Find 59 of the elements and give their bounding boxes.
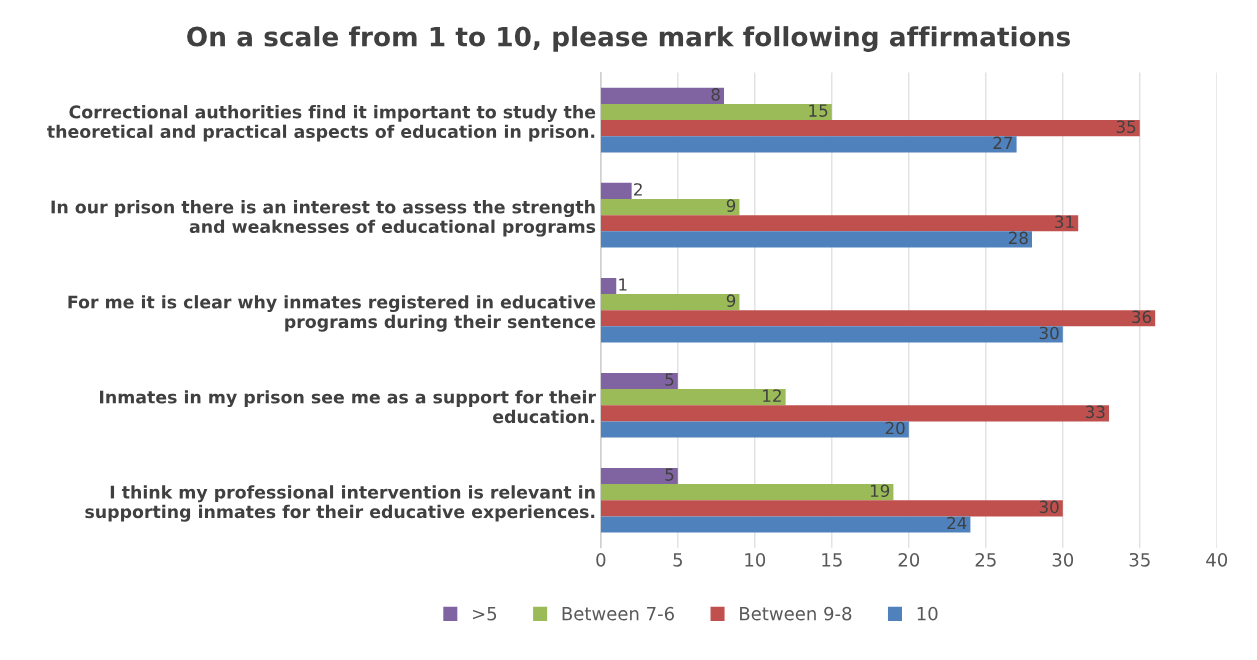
legend-label: >5 xyxy=(472,607,497,621)
bar xyxy=(600,231,1032,248)
bar xyxy=(600,326,1063,343)
x-tick-label: 25 xyxy=(975,552,996,567)
data-label: 31 xyxy=(1055,215,1074,229)
data-label: 9 xyxy=(726,199,736,212)
bar xyxy=(600,277,617,295)
data-label: 5 xyxy=(665,373,674,386)
y-tick-label: For me it is clear why inmates registered in educative programs during their sentence xyxy=(68,295,596,332)
legend-label: 10 xyxy=(917,606,938,621)
data-label: 19 xyxy=(870,484,890,498)
y-tick-label: In our prison there is an interest to assess the strength and weaknesses of educational programs xyxy=(51,200,596,237)
x-tick-label: 40 xyxy=(1206,552,1228,567)
bar xyxy=(600,182,632,199)
data-label: 28 xyxy=(1008,231,1028,245)
data-label: 30 xyxy=(1039,500,1059,514)
data-label: 33 xyxy=(1085,405,1105,419)
bar xyxy=(600,120,1140,137)
y-tick-label: Correctional authorities find it important to study the theoretical and practical aspects of education in prison. xyxy=(47,105,596,142)
data-label: 35 xyxy=(1116,120,1136,134)
bar xyxy=(600,199,740,216)
bar xyxy=(600,421,909,438)
bar xyxy=(600,500,1063,517)
bar xyxy=(600,87,725,104)
bar xyxy=(600,484,894,501)
x-tick-label: 30 xyxy=(1052,552,1074,567)
bar xyxy=(600,294,740,311)
data-label: 27 xyxy=(993,136,1013,149)
x-tick-label: 35 xyxy=(1129,552,1150,567)
data-label: 15 xyxy=(809,104,828,117)
data-label: 1 xyxy=(619,278,627,291)
x-tick-label: 20 xyxy=(898,552,920,567)
bar xyxy=(600,467,678,485)
bar xyxy=(600,405,1109,422)
bar xyxy=(600,389,786,406)
legend-label: Between 9-8 xyxy=(740,606,852,621)
legend-label: Between 7-6 xyxy=(562,606,674,621)
data-label: 24 xyxy=(947,516,967,530)
data-label: 30 xyxy=(1039,326,1059,340)
data-label: 36 xyxy=(1132,310,1152,324)
bar xyxy=(600,310,1156,327)
y-tick-label: I think my professional intervention is relevant in supporting inmates for their educative experiences. xyxy=(85,485,595,522)
data-label: 5 xyxy=(665,468,674,481)
bar xyxy=(600,103,832,121)
bar xyxy=(600,136,1017,153)
bar xyxy=(600,215,1079,232)
x-tick-label: 0 xyxy=(596,552,606,567)
data-label: 9 xyxy=(726,294,736,307)
bar xyxy=(600,516,971,533)
x-tick-label: 5 xyxy=(673,553,682,567)
data-label: 8 xyxy=(711,88,720,101)
bar xyxy=(600,372,678,390)
x-tick-label: 10 xyxy=(745,552,766,567)
data-label: 20 xyxy=(885,421,905,435)
x-tick-label: 15 xyxy=(822,553,842,567)
y-tick-label: Inmates in my prison see me as a support for their education. xyxy=(100,390,596,424)
data-label: 12 xyxy=(763,389,781,402)
chart-title: On a scale from 1 to 10, please mark following affirmations xyxy=(187,26,1070,52)
data-label: 2 xyxy=(634,183,642,196)
